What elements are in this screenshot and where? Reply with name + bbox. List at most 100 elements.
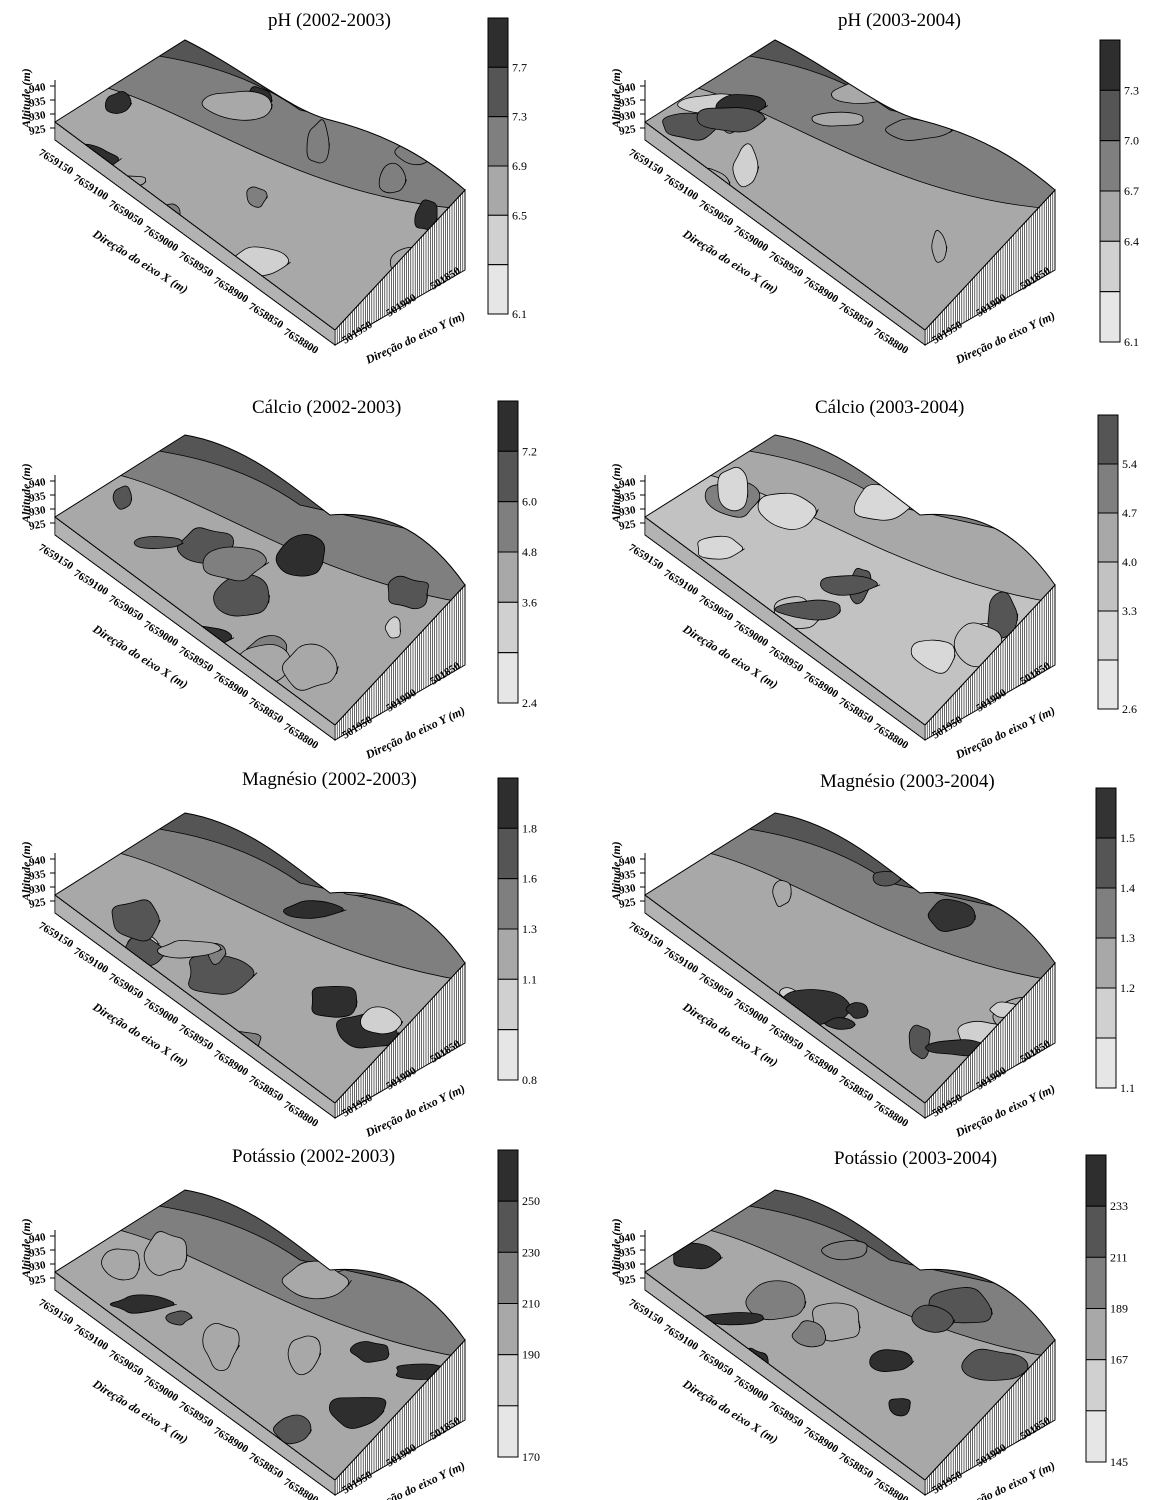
legend-swatch (1099, 190, 1121, 242)
legend-swatch (1097, 512, 1119, 563)
legend-label: 167 (1110, 1353, 1128, 1367)
x-axis-label: Direção do eixo X (m) (680, 621, 781, 691)
chart-title: pH (2003-2004) (838, 10, 961, 31)
legend-label: 6.7 (1124, 184, 1139, 198)
legend-swatch (1099, 240, 1121, 293)
legend-swatch (1099, 89, 1121, 142)
altitude-axis-label: Altitude (m) (609, 841, 623, 902)
legend: 233 211 189 167 145 (1085, 1154, 1128, 1469)
altitude-tick: 925 (28, 896, 47, 911)
chart-title: Magnésio (2002-2003) (242, 769, 417, 790)
legend-label: 6.1 (512, 307, 527, 321)
legend: 5.4 4.7 4.0 3.3 2.6 (1097, 414, 1137, 716)
legend-label: 6.5 (512, 208, 527, 222)
chart-panel-7: Potássio (2002-2003) 940 935 930 925 Altitude… (0, 1130, 560, 1500)
legend-swatch (497, 928, 519, 980)
legend: 7.2 6.0 4.8 3.6 2.4 (497, 400, 537, 710)
legend-label: 7.3 (1124, 83, 1139, 97)
altitude-tick: 940 (618, 1231, 637, 1246)
legend: 250 230 210 190 170 (497, 1149, 540, 1464)
altitude-tick: 930 (28, 1259, 47, 1274)
legend-swatch (1099, 39, 1121, 91)
legend: 7.3 7.0 6.7 6.4 6.1 (1099, 39, 1139, 349)
legend-swatch (1085, 1205, 1107, 1258)
legend-label: 233 (1110, 1199, 1128, 1213)
legend-swatch (497, 551, 519, 603)
x-axis-label: Direção do eixo X (m) (680, 226, 781, 296)
legend-swatch (487, 116, 509, 167)
legend-swatch (497, 777, 519, 829)
legend-swatch (497, 1200, 519, 1253)
legend-swatch (487, 66, 509, 118)
legend-label: 4.0 (1122, 555, 1137, 569)
legend-swatch (487, 214, 509, 266)
legend-swatch (1099, 140, 1121, 192)
legend-label: 7.2 (522, 444, 537, 458)
legend-swatch (1095, 837, 1117, 889)
altitude-axis-label: Altitude (m) (609, 463, 623, 524)
legend-label: 230 (522, 1245, 540, 1259)
legend-swatch (497, 400, 519, 452)
legend-label: 5.4 (1122, 457, 1137, 471)
altitude-tick: 940 (28, 476, 47, 491)
legend-label: 170 (522, 1450, 540, 1464)
altitude-tick: 930 (618, 504, 637, 519)
altitude-tick: 940 (618, 476, 637, 491)
legend-label: 3.3 (1122, 604, 1137, 618)
chart-panel-5: Magnésio (2002-2003) 940 935 930 925 Altitude… (0, 753, 560, 1140)
legend-label: 1.3 (1120, 931, 1135, 945)
legend-label: 1.8 (522, 821, 537, 835)
chart-panel-8: Potássio (2003-2004) 940 935 930 925 Altitude… (590, 1130, 1150, 1500)
altitude-axis-label: Altitude (m) (19, 68, 33, 129)
legend-swatch (1085, 1308, 1107, 1361)
legend-label: 1.4 (1120, 881, 1135, 895)
legend-swatch (497, 1029, 519, 1081)
legend-swatch (1097, 414, 1119, 465)
legend-swatch (487, 264, 509, 315)
altitude-axis-label: Altitude (m) (19, 1218, 33, 1279)
surface-side-wall-right (334, 1338, 466, 1496)
legend-swatch (1085, 1256, 1107, 1310)
altitude-axis-label: Altitude (m) (609, 1218, 623, 1279)
legend-swatch (497, 827, 519, 880)
x-axis-label: Direção do eixo X (m) (90, 621, 191, 691)
altitude-axis-label: Altitude (m) (19, 463, 33, 524)
legend-swatch (497, 1251, 519, 1305)
legend-label: 250 (522, 1194, 540, 1208)
legend-swatch (497, 1354, 519, 1407)
x-axis-label: Direção do eixo X (m) (680, 999, 781, 1069)
altitude-tick: 925 (28, 123, 47, 138)
legend-swatch (1095, 937, 1117, 989)
surface-side-wall-right (334, 583, 466, 741)
legend-swatch (497, 501, 519, 553)
chart-panel-2: pH (2003-2004) 940 935 930 925 Altitude (m) 76… (590, 0, 1150, 370)
legend-label: 6.9 (512, 159, 527, 173)
legend-label: 1.1 (522, 972, 537, 986)
legend-label: 1.6 (522, 872, 537, 886)
altitude-tick: 930 (28, 109, 47, 124)
altitude-tick: 940 (618, 854, 637, 869)
legend-label: 189 (1110, 1302, 1128, 1316)
legend-swatch (1097, 659, 1119, 710)
surface-side-wall-right (924, 583, 1056, 741)
legend-swatch (497, 652, 519, 704)
legend-swatch (1097, 463, 1119, 514)
legend-label: 2.4 (522, 696, 537, 710)
x-axis-label: Direção do eixo X (m) (90, 226, 191, 296)
legend-swatch (1085, 1154, 1107, 1207)
chart-panel-4: Cálcio (2003-2004) 940 935 930 925 Altitude (… (590, 375, 1150, 762)
legend: 1.8 1.6 1.3 1.1 0.8 (497, 777, 537, 1087)
legend-swatch (1099, 291, 1121, 343)
legend-swatch (497, 1149, 519, 1202)
legend-label: 1.5 (1120, 831, 1135, 845)
